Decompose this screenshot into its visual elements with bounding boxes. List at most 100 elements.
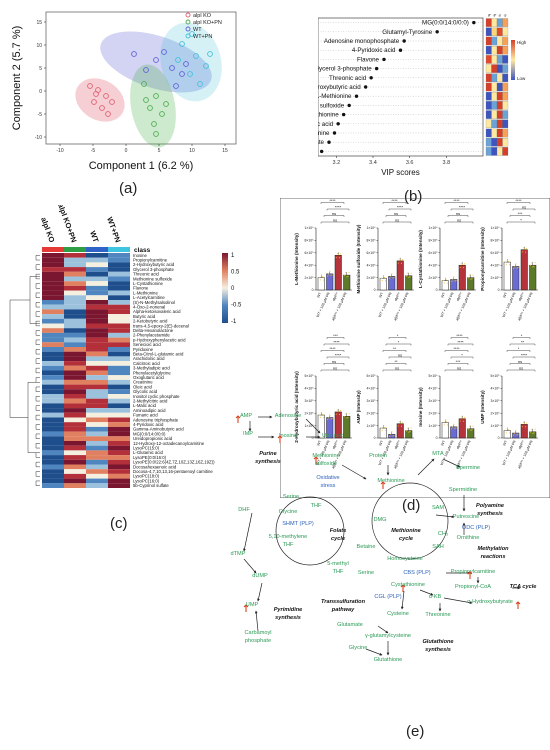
pathway-arrow	[443, 597, 473, 604]
pathway-node: SHMT (PLP)	[282, 521, 314, 527]
data-dot	[382, 425, 384, 427]
pca-point	[179, 41, 185, 47]
y-tick-label: 1×10⁵	[304, 424, 314, 428]
heatmap-row-label: trans-4,5-epoxy-2(E)-decenal	[133, 323, 189, 328]
y-tick-label: 0	[436, 288, 438, 292]
vip-heat-cell	[496, 55, 503, 64]
pathway-node: Serine	[358, 570, 374, 576]
heat-cell	[86, 300, 108, 305]
sig-label: ***	[333, 333, 338, 338]
x-category-label: WT	[440, 439, 446, 446]
heatmap-row-label: MG(0:0/14:0/0:0)	[133, 431, 166, 436]
heatmap-row-label: 3-Methyladipic acid	[133, 366, 170, 371]
vip-heat-cell	[496, 147, 503, 156]
x-tick-label: -5	[91, 148, 96, 154]
sig-bracket	[326, 337, 345, 339]
pca-point	[187, 71, 193, 77]
sig-bracket	[385, 363, 407, 365]
heat-cell	[64, 384, 86, 390]
y-tick-label: 8×10⁵	[428, 239, 438, 243]
pca-point	[99, 105, 105, 111]
pathway-node: Methylation	[477, 546, 509, 552]
heatmap-row-label: Inosine	[133, 253, 147, 258]
dendrogram-leaf	[35, 330, 40, 336]
y-tick-label: 4×10⁵	[304, 387, 314, 391]
heat-cell	[108, 375, 130, 380]
data-dot	[506, 428, 508, 430]
sig-bracket	[320, 202, 345, 204]
heat-cell	[108, 441, 130, 446]
heat-cell	[42, 267, 64, 272]
data-dot	[335, 413, 337, 415]
heat-cell	[108, 464, 130, 470]
heat-cell	[42, 384, 64, 390]
pathway-node: Propionylcarnitine	[451, 569, 495, 575]
y-tick-label: -10	[35, 135, 42, 141]
y-axis-label: L-Cystathionine (Intensity)	[418, 230, 423, 288]
data-dot	[407, 272, 409, 274]
y-tick-label: 2×10⁶	[428, 411, 438, 415]
increase-arrow	[277, 435, 283, 443]
heat-cell	[108, 389, 130, 394]
heatmap-row-label: 12-Hydroxy-12-octadecanoylcarnitine	[133, 441, 205, 446]
vip-heat-cell	[502, 91, 509, 101]
heat-cell	[42, 356, 64, 362]
heatmap-row-label: Calcitroic acid	[133, 361, 160, 366]
y-tick-label: 5×10⁵	[490, 374, 500, 378]
pathway-node: 5-methyl	[327, 561, 348, 567]
data-dot	[472, 274, 474, 276]
data-dot	[515, 263, 517, 265]
heat-cell	[64, 290, 86, 296]
bar	[520, 249, 528, 291]
data-dot	[522, 421, 524, 424]
vip-heat-cell	[485, 137, 492, 147]
data-dot	[347, 275, 349, 277]
heat-cell	[64, 464, 86, 470]
dendrogram-leaf	[35, 302, 40, 308]
data-dot	[390, 276, 392, 278]
panel-a: -10 -5 0 5 10 15 15 10 5 0 -5 -10 Component 1 (6.2 %…	[6, 4, 251, 202]
sig-bracket	[509, 215, 531, 217]
data-dot	[468, 428, 470, 430]
heat-cell	[42, 262, 64, 268]
data-dot	[468, 277, 470, 279]
heat-cell	[64, 455, 86, 460]
data-dot	[336, 409, 338, 411]
sig-label: ns	[522, 204, 526, 209]
dendrogram	[9, 255, 40, 486]
heat-cell	[108, 469, 130, 474]
y-tick-label: 1×10⁶	[428, 226, 438, 230]
heat-cell	[42, 389, 64, 394]
heat-cell	[86, 375, 108, 380]
pathway-node: Methionine	[391, 528, 421, 534]
data-dot	[389, 277, 391, 280]
sig-label: ****	[329, 346, 336, 351]
pca-point	[141, 81, 147, 87]
data-dot	[320, 275, 322, 277]
data-dot	[507, 429, 510, 431]
x-category-label: alplᶜᵏᵒ	[518, 439, 526, 450]
data-dot	[464, 263, 466, 265]
heat-cell	[86, 361, 108, 366]
sig-label: ****	[329, 198, 336, 203]
vip-heat-cell	[502, 110, 509, 119]
heat-cell	[108, 295, 130, 300]
heat-cell	[108, 285, 130, 291]
heat-cell	[86, 271, 108, 277]
y-axis-label: Component 2 (5.7 %)	[11, 26, 23, 131]
data-dot	[454, 280, 456, 282]
pca-point	[179, 71, 185, 77]
data-dot	[443, 282, 445, 284]
heatmap-row-label: 5b-Cyprinol sulfate	[133, 483, 169, 488]
heat-cell	[108, 394, 130, 399]
data-dot	[331, 274, 333, 276]
x-category-label: WT	[502, 439, 508, 446]
sig-bracket	[509, 343, 536, 346]
data-dot	[383, 276, 386, 279]
heatmap-col-head: alpl KO+PN	[56, 205, 79, 244]
bar	[458, 264, 466, 291]
bar	[379, 427, 387, 439]
heat-cell	[42, 394, 64, 399]
data-dot	[340, 253, 342, 255]
pca-point	[159, 111, 165, 117]
